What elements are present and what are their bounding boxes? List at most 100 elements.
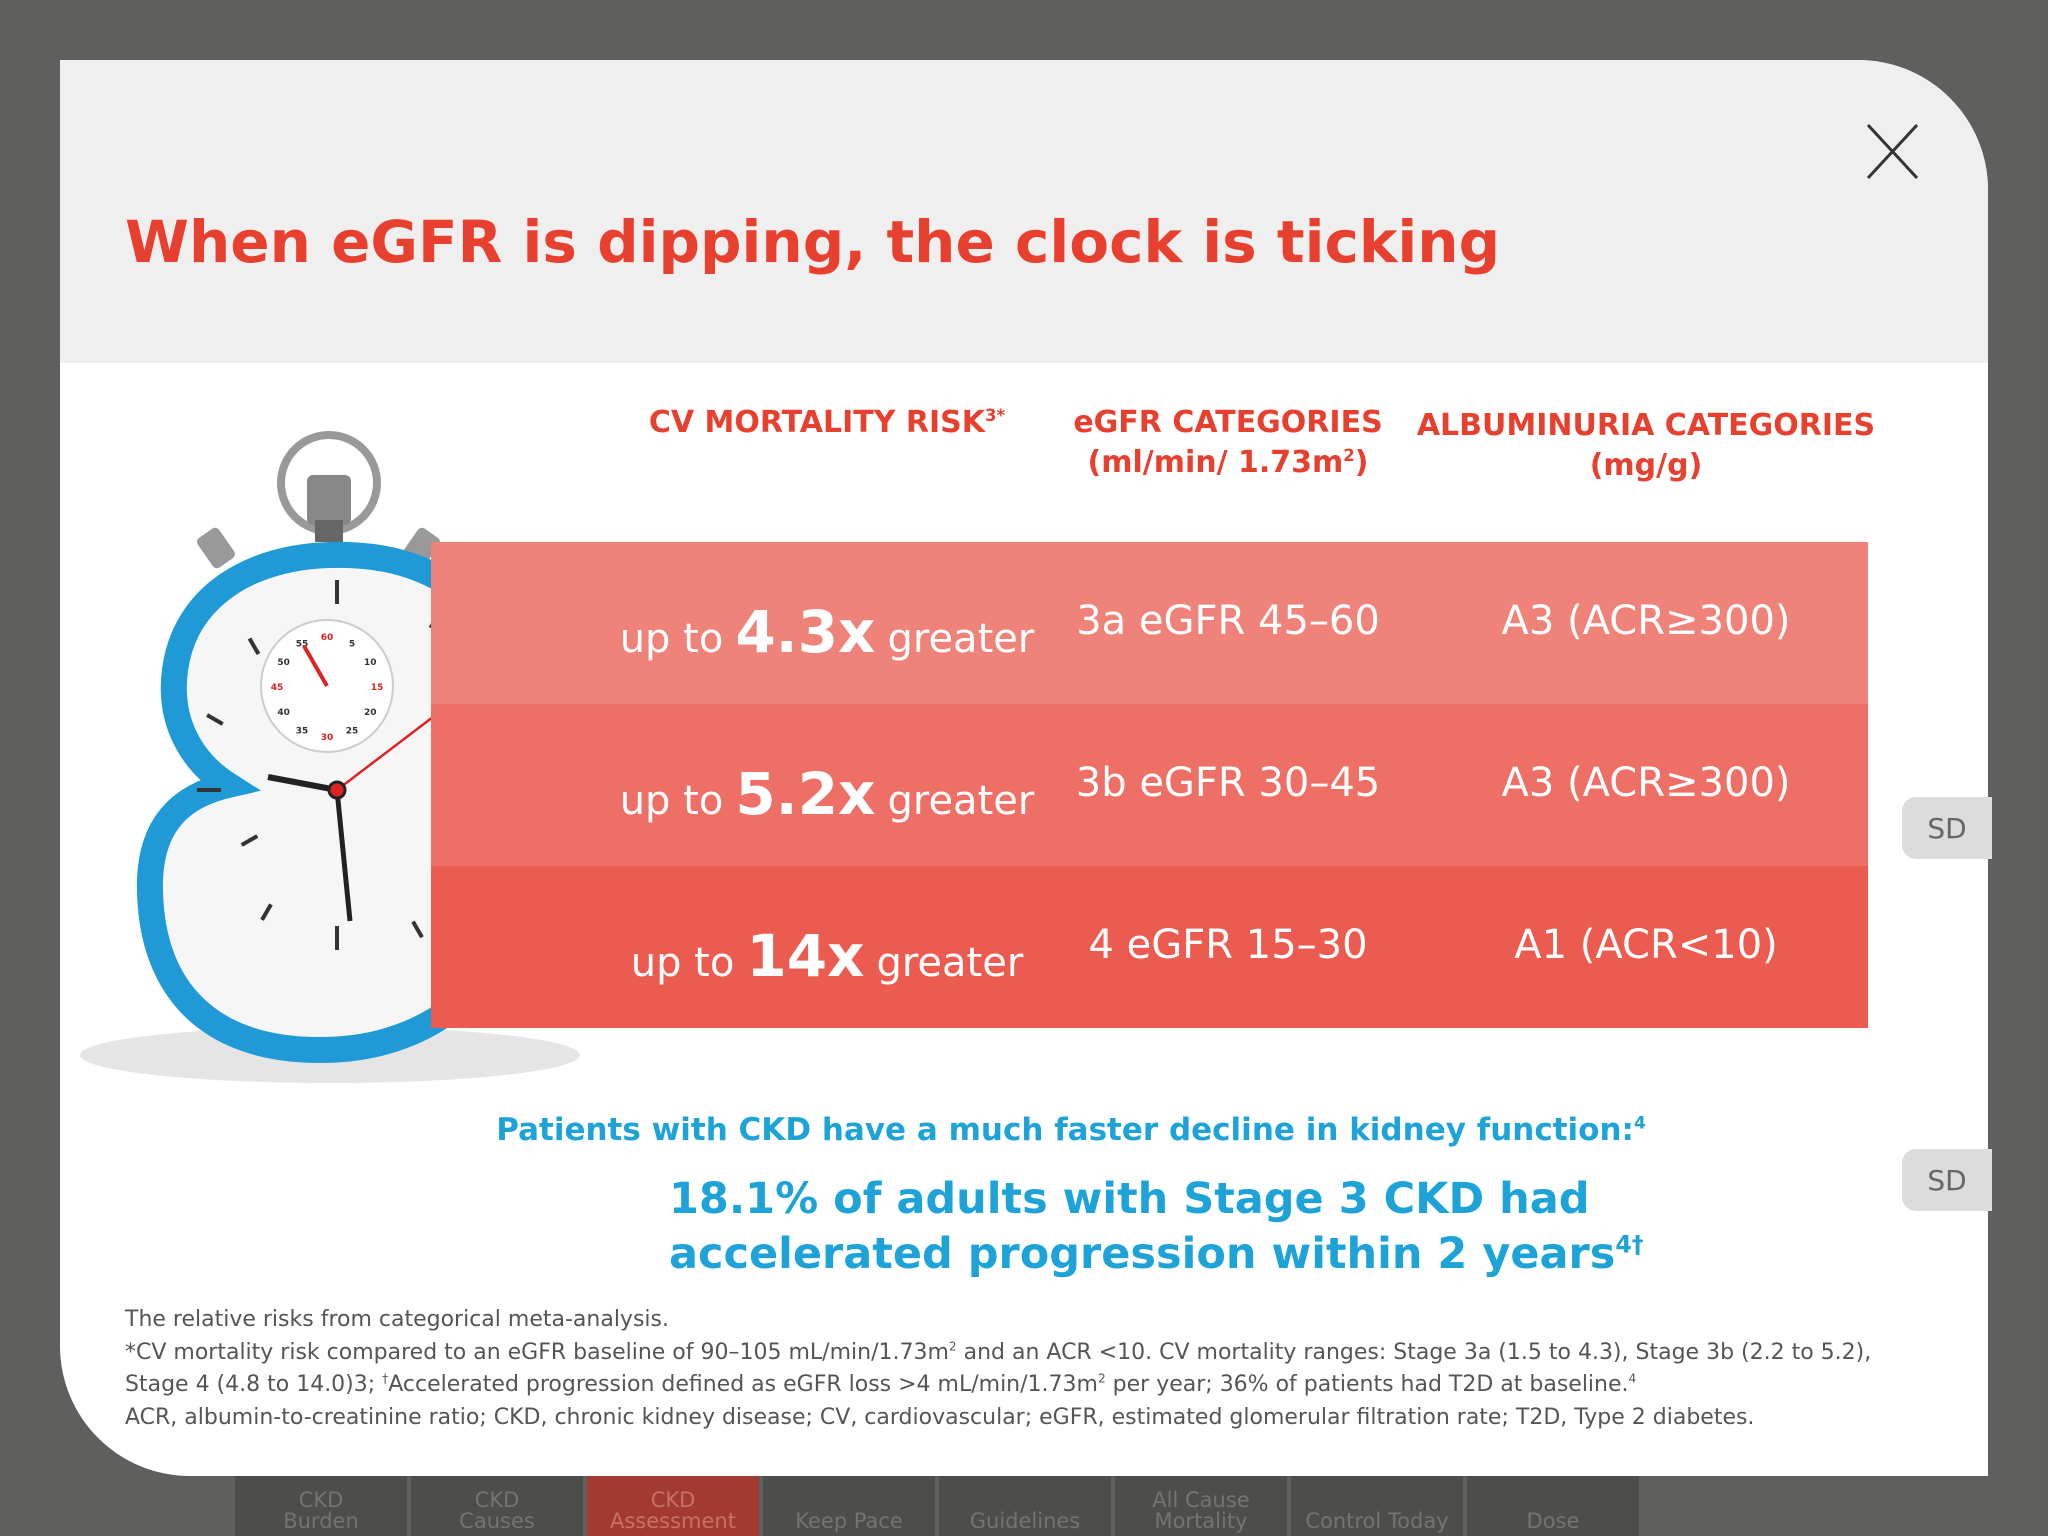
superscript: 2: [948, 1339, 957, 1354]
column-header: ALBUMINURIA CATEGORIES (mg/g): [1417, 406, 1875, 486]
dial-number: 30: [321, 733, 334, 743]
nav-tab[interactable]: All Cause Mortality: [1115, 1476, 1287, 1536]
nav-tab[interactable]: Guidelines: [939, 1476, 1111, 1536]
table-cell: 4 eGFR 15–30: [1088, 866, 1367, 1028]
nav-label: CKD: [650, 1488, 696, 1512]
dial-number: 25: [346, 726, 359, 736]
text-run: *CV mortality risk compared to an eGFR b…: [125, 1339, 949, 1365]
text-run: 3b eGFR 30–45: [1075, 760, 1381, 806]
dial-number: 35: [296, 726, 309, 736]
text-run: ): [1354, 445, 1369, 480]
nav-label: Mortality: [1154, 1509, 1248, 1533]
text-line: *CV mortality risk compared to an eGFR b…: [125, 1337, 1871, 1370]
crown: [307, 475, 351, 525]
table-cell: 3b eGFR 30–45: [1076, 704, 1380, 866]
text-run: 4 eGFR 15–30: [1088, 922, 1368, 968]
text-run: ALBUMINURIA CATEGORIES: [1416, 408, 1876, 443]
text-run: up to: [619, 616, 724, 662]
dial-number: 15: [371, 683, 384, 693]
text-run: up to: [630, 940, 735, 986]
crown-stem: [315, 520, 343, 542]
text-line: accelerated progression within 2 years4†: [669, 1227, 1644, 1282]
text-run: 5.2x: [735, 760, 876, 828]
nav-tab[interactable]: CKD Assessment: [587, 1476, 759, 1536]
text-line: ALBUMINURIA CATEGORIES: [1417, 406, 1875, 446]
tick: [240, 834, 259, 847]
text-run: (mg/g): [1589, 448, 1703, 483]
text-run: Patients with CKD have a much faster dec…: [496, 1112, 1634, 1148]
nav-tab[interactable]: Keep Pace: [763, 1476, 935, 1536]
dial-number: 60: [321, 633, 334, 643]
table-cell: 3a eGFR 45–60: [1076, 542, 1380, 704]
text-line: (ml/min/ 1.73m2): [1073, 443, 1382, 483]
text-run: and an ACR <10. CV mortality ranges: Sta…: [956, 1339, 1872, 1365]
table-row: up to 4.3x greater 3a eGFR 45–60 A3 (ACR≥300…: [431, 542, 1868, 704]
text-run: A3 (ACR≥300): [1501, 598, 1791, 644]
superscript: 3*: [985, 406, 1006, 425]
text-run: accelerated progression within 2 years: [669, 1229, 1616, 1279]
text-run: ACR, albumin-to-creatinine ratio; CKD, c…: [125, 1404, 1755, 1430]
column-header: eGFR CATEGORIES (ml/min/ 1.73m2): [1073, 403, 1382, 483]
text-line: Stage 4 (4.8 to 14.0)3; †Accelerated pro…: [125, 1369, 1871, 1402]
tick: [411, 920, 424, 939]
text-line: (mg/g): [1417, 446, 1875, 486]
text-run: greater: [887, 778, 1035, 824]
table-row: up to 5.2x greater 3b eGFR 30–45 A3 (ACR≥300…: [431, 704, 1868, 866]
side-tab[interactable]: SD: [1902, 1149, 1992, 1211]
nav-label: Causes: [459, 1509, 535, 1533]
text-run: A1 (ACR<10): [1514, 922, 1778, 968]
text-line: CV MORTALITY RISK3*: [649, 403, 1005, 443]
side-tab[interactable]: SD: [1902, 797, 1992, 859]
text-run: Accelerated progression defined as eGFR …: [388, 1372, 1098, 1397]
text-run: 3a eGFR 45–60: [1076, 598, 1380, 644]
nav-tab[interactable]: Dose: [1467, 1476, 1639, 1536]
dial-number: 20: [364, 708, 377, 718]
nav-tab[interactable]: CKD Burden: [235, 1476, 407, 1536]
text-run: greater: [876, 940, 1024, 986]
modal-header: [60, 60, 1988, 363]
dial-number: 10: [364, 658, 377, 668]
text-run: A3 (ACR≥300): [1501, 760, 1791, 806]
superscript: 4: [1628, 1371, 1637, 1386]
superscript: 2: [1343, 446, 1355, 465]
nav-label: Control Today: [1305, 1509, 1449, 1533]
superscript: 4: [1633, 1113, 1646, 1134]
text-line: The relative risks from categorical meta…: [125, 1304, 1871, 1337]
nav-label: Burden: [283, 1509, 359, 1533]
tick: [206, 713, 224, 726]
table-cell: A1 (ACR<10): [1514, 866, 1778, 1028]
text-line: ACR, albumin-to-creatinine ratio; CKD, c…: [125, 1402, 1871, 1435]
dial-number: 5: [349, 640, 355, 650]
nav-label: CKD: [474, 1488, 520, 1512]
text-run: Stage 4 (4.8 to 14.0)3;: [125, 1372, 383, 1397]
hour-hand: [267, 774, 338, 793]
sub-hand: [302, 645, 329, 687]
modal: When eGFR is dipping, the clock is ticki…: [60, 60, 1988, 1476]
text-run: eGFR CATEGORIES: [1073, 405, 1383, 440]
text-run: CV MORTALITY RISK: [648, 405, 986, 440]
text-run: (ml/min/ 1.73m: [1087, 445, 1344, 480]
superscript: 4†: [1615, 1230, 1644, 1259]
table-cell: up to 5.2x greater: [620, 704, 1035, 866]
superscript: 2: [1097, 1371, 1106, 1386]
nav-tab[interactable]: CKD Causes: [411, 1476, 583, 1536]
nav-label: Dose: [1526, 1509, 1580, 1533]
text-run: per year; 36% of patients had T2D at bas…: [1105, 1372, 1629, 1397]
nav-label: All Cause: [1152, 1488, 1250, 1512]
nav-tab[interactable]: Control Today: [1291, 1476, 1463, 1536]
table-cell: A3 (ACR≥300): [1502, 704, 1791, 866]
nav-label: Assessment: [610, 1509, 736, 1533]
title: When eGFR is dipping, the clock is ticki…: [125, 208, 1501, 276]
dial-number: 40: [277, 708, 290, 718]
table-cell: A3 (ACR≥300): [1502, 542, 1791, 704]
button: [196, 527, 236, 569]
tick: [260, 903, 273, 921]
tick: [247, 637, 261, 656]
text-run: 18.1% of adults with Stage 3 CKD had: [669, 1174, 1590, 1224]
callout-stat: 18.1% of adults with Stage 3 CKD had acce…: [669, 1172, 1644, 1282]
text-run: 14x: [746, 922, 865, 990]
dial-number: 45: [271, 683, 284, 693]
close-button[interactable]: [1866, 123, 1919, 180]
table-cell: up to 14x greater: [631, 866, 1024, 1028]
